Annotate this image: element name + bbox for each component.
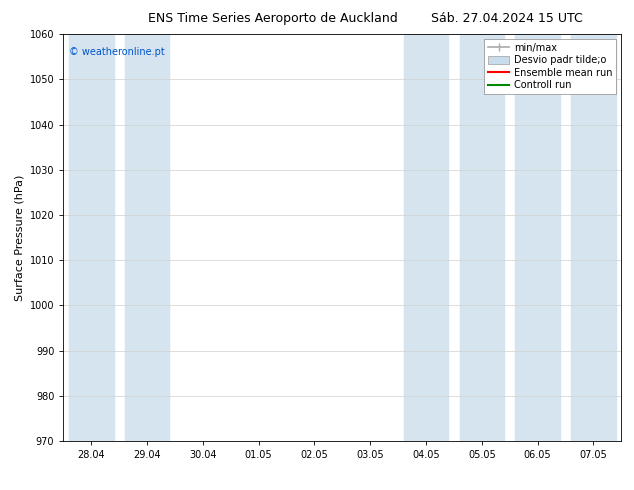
Bar <box>69 34 113 441</box>
Text: Sáb. 27.04.2024 15 UTC: Sáb. 27.04.2024 15 UTC <box>431 12 583 25</box>
Text: © weatheronline.pt: © weatheronline.pt <box>69 47 165 56</box>
Bar <box>460 34 504 441</box>
Bar <box>571 34 616 441</box>
Bar <box>515 34 560 441</box>
Bar <box>404 34 448 441</box>
Legend: min/max, Desvio padr tilde;o, Ensemble mean run, Controll run: min/max, Desvio padr tilde;o, Ensemble m… <box>484 39 616 94</box>
Bar <box>125 34 169 441</box>
Y-axis label: Surface Pressure (hPa): Surface Pressure (hPa) <box>14 174 24 301</box>
Text: ENS Time Series Aeroporto de Auckland: ENS Time Series Aeroporto de Auckland <box>148 12 398 25</box>
